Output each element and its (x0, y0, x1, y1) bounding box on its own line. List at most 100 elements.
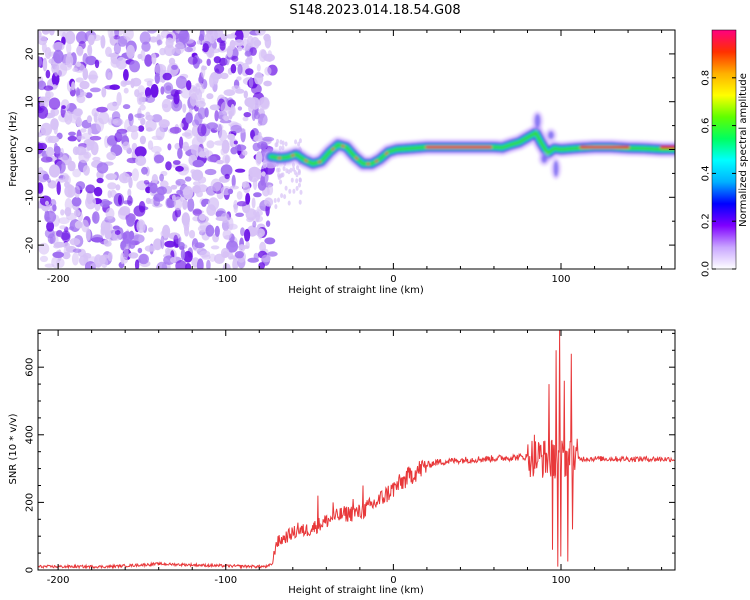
noise-speckle (277, 175, 281, 180)
noise-speckle (104, 85, 116, 90)
noise-speckle (71, 252, 79, 266)
colorbar-ticks: 0.0 0.2 0.4 0.6 0.8 (701, 70, 736, 277)
noise-speckle (89, 135, 102, 141)
noise-speckle (257, 180, 267, 191)
noise-speckle (51, 72, 60, 86)
noise-speckle (245, 208, 257, 221)
noise-speckle (245, 68, 254, 76)
snr-x-tick-label: 0 (390, 575, 396, 586)
ridge-core-dot (341, 144, 345, 148)
noise-speckle (283, 194, 287, 200)
noise-speckle (105, 207, 115, 220)
ridge-blob-halo (544, 128, 557, 143)
noise-speckle (127, 188, 132, 198)
snr-y-tick-label: 600 (25, 358, 36, 377)
noise-speckle (222, 263, 231, 269)
noise-speckle (38, 142, 44, 155)
noise-speckle (45, 69, 51, 79)
noise-speckle (173, 92, 180, 105)
snr-panel: -200 -100 0 100 0 200 400 600 Height of straig… (8, 329, 676, 596)
spectrogram-y-tick-label: 10 (25, 95, 36, 108)
noise-speckle (133, 234, 145, 244)
noise-speckle (131, 168, 139, 182)
noise-speckle (191, 169, 204, 181)
noise-speckle (175, 165, 184, 172)
noise-speckle (219, 41, 226, 51)
ridge-blob-halo (538, 152, 551, 167)
noise-speckle (38, 242, 50, 255)
noise-speckle (71, 81, 76, 91)
spectrogram-y-tick-label: 0 (25, 146, 36, 152)
noise-speckle (220, 164, 233, 177)
noise-speckle (72, 248, 82, 253)
noise-speckle (162, 103, 169, 109)
noise-speckle (40, 122, 53, 136)
noise-speckle (87, 34, 95, 46)
ridge-core-dot (355, 156, 358, 160)
noise-speckle (150, 84, 159, 98)
noise-speckle (151, 145, 162, 154)
frequency-ridge (263, 110, 675, 180)
noise-speckle (153, 193, 165, 202)
noise-speckle (133, 205, 146, 217)
noise-speckle (191, 185, 198, 193)
spectrogram-x-ticks: -200 -100 0 100 (47, 30, 663, 285)
noise-speckle (298, 138, 302, 144)
noise-speckle (141, 41, 151, 52)
noise-speckle (72, 108, 82, 121)
noise-speckle (95, 117, 105, 132)
noise-speckle (52, 84, 58, 90)
noise-speckle (99, 199, 111, 208)
snr-background (38, 330, 675, 570)
noise-speckle (175, 178, 186, 186)
spectrogram-x-tick-label: -200 (47, 274, 70, 285)
noise-speckle (103, 222, 113, 234)
noise-speckle (89, 87, 101, 93)
noise-speckle (115, 130, 127, 139)
noise-speckle (182, 141, 190, 152)
noise-speckle (138, 91, 146, 106)
noise-speckle (206, 140, 215, 149)
noise-speckle (80, 128, 87, 133)
noise-speckle (79, 80, 90, 90)
noise-speckle (209, 253, 216, 262)
noise-speckle (108, 118, 119, 124)
noise-speckle (64, 181, 70, 188)
noise-speckle (122, 104, 131, 110)
colorbar-tick-label: 0.0 (701, 261, 712, 277)
noise-speckle (115, 57, 127, 70)
noise-speckle (85, 228, 91, 241)
noise-speckle (252, 142, 261, 152)
noise-speckle (263, 53, 275, 62)
noise-speckle (276, 138, 279, 144)
noise-speckle (259, 96, 270, 109)
noise-speckle (170, 184, 178, 190)
noise-speckle (144, 245, 156, 252)
noise-speckle (234, 168, 246, 173)
noise-speckle (232, 258, 239, 269)
noise-speckle (53, 49, 64, 64)
noise-speckle (145, 114, 154, 121)
noise-speckle (264, 237, 276, 245)
noise-speckle (96, 106, 108, 113)
noise-speckle (227, 217, 234, 231)
noise-speckle (101, 87, 107, 98)
noise-speckle (68, 131, 76, 136)
ridge-blob-halo (531, 110, 544, 131)
noise-speckle (151, 135, 162, 140)
noise-speckle (192, 159, 205, 168)
noise-speckle (85, 55, 97, 66)
noise-speckle (80, 91, 87, 97)
noise-speckle (223, 89, 236, 96)
noise-speckle (163, 44, 175, 57)
snr-frame (37, 329, 676, 571)
snr-y-ticks: 0 200 400 600 (25, 332, 675, 573)
noise-speckle (52, 204, 57, 212)
noise-speckle (196, 258, 204, 269)
noise-speckle (107, 182, 117, 190)
noise-speckle (206, 259, 211, 269)
noise-speckle (196, 40, 202, 45)
noise-speckle (254, 71, 264, 86)
noise-speckle (82, 165, 90, 176)
noise-speckle (188, 229, 196, 239)
